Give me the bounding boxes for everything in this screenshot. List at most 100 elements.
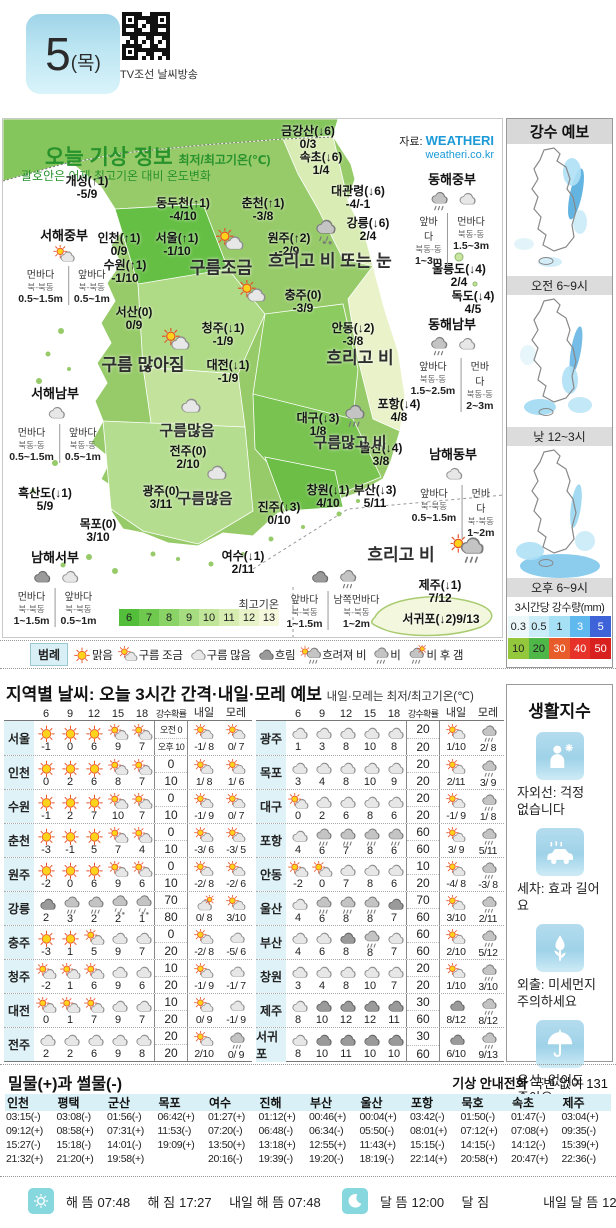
phone-label: 기상 안내전화	[452, 1076, 528, 1091]
sun-moon-value: 07:48	[288, 1194, 321, 1210]
rain-probability-value: 20	[407, 874, 439, 891]
marine-columns: 먼바다 북-북동 0.5~1.5m 앞바다 북-북동 0.5~1m	[13, 266, 115, 305]
forecast-hour-temp: 2	[66, 809, 74, 822]
tide-time: 00:04(+)	[359, 1111, 397, 1123]
legend-item: 흐려져 비	[300, 645, 367, 665]
phone-number: 국번 없이 131	[527, 1076, 608, 1091]
forecast-hour-temp: 8	[342, 912, 350, 925]
day-after-temps: 8/12	[478, 1014, 498, 1027]
forecast-hour-cell: 1	[58, 994, 82, 1027]
day-after-temps: 1/ 8	[479, 810, 497, 823]
forecast-hour-temp: 8	[342, 775, 350, 788]
sun-cloud-icon	[446, 758, 466, 777]
forecast-hour-temp: 7	[90, 1013, 98, 1026]
day-after-temps: -1/ 9	[226, 1013, 246, 1026]
forecast-hour-temp: 7	[138, 945, 146, 958]
forecast-hour-temp: 8	[138, 1047, 146, 1060]
day-after-temps: -1/ 7	[226, 979, 246, 992]
life-index-item: 우산: 없이도 좋아요	[507, 1020, 612, 1106]
tide-city-header: 여수	[209, 1096, 232, 1110]
forecast-hour-temp: 4	[138, 843, 146, 856]
tomorrow-cell: 1/ 8	[188, 756, 220, 789]
forecast-hour-cell: -2	[286, 858, 310, 891]
forecast-hour-cell: 2	[34, 892, 58, 925]
uv-icon	[535, 732, 584, 780]
tide-city-header: 진해	[259, 1096, 282, 1110]
tide-city-header: 속초	[512, 1096, 535, 1110]
rain-icon	[227, 1030, 245, 1050]
tide-time-row: 09:12(+) 08:58(+) 07:31(+) 11:53(-) 07:20(-)…	[5, 1125, 611, 1139]
forecast-hour-cell: 0	[286, 790, 310, 823]
tide-time: 14:01(-)	[107, 1139, 142, 1151]
tide-time: 11:53(-)	[157, 1125, 192, 1137]
wave-height: 1~2m	[342, 618, 371, 630]
sun-icon	[61, 929, 80, 948]
rain-probability-value: 30	[416, 1029, 430, 1044]
legend-item-label: 구름 조금	[138, 649, 183, 662]
dark-cloud-icon	[256, 646, 274, 664]
forecast-hour-cell: 9	[106, 721, 130, 755]
day-after-cell: 3/ 9	[472, 756, 504, 789]
forecast-hour-temp: 6	[318, 844, 326, 857]
forecast-hour-temp: 10	[363, 1048, 377, 1060]
wave-height: 0.5~1.5m	[9, 451, 54, 463]
tide-time: 21:32(+)	[6, 1153, 44, 1165]
forecast-hour-cell: 6	[382, 824, 406, 857]
forecast-hour-temp: 12	[339, 1013, 353, 1026]
forecast-hour-temp: 9	[390, 775, 398, 788]
forecast-hour-cell: 4	[286, 926, 310, 959]
map-city-label: 안동(↓2) -3/8	[331, 321, 375, 348]
wave-height: 0.5~1m	[73, 293, 110, 305]
day-after-temps: -5/ 6	[226, 945, 246, 958]
rain-probability-value: 20	[155, 1010, 187, 1027]
rain-probability-value: 20	[407, 737, 439, 756]
precip-scale-cell: 10	[508, 638, 529, 659]
rain-snow-icon	[133, 893, 152, 915]
rain-probability-cell: 20 20	[406, 721, 440, 755]
dark-cloud-icon	[37, 895, 56, 914]
hour-header: 12	[87, 708, 101, 720]
sun-icon	[85, 827, 104, 846]
wave-height: 1~1.5m	[13, 615, 50, 627]
forecast-hour-temp: 4	[294, 945, 302, 958]
forecast-hour-cell: 9	[106, 926, 130, 959]
max-temp-scale: 최고기온 6 7 8 9 10 11 12 13	[119, 599, 279, 626]
map-city-label: 속초(↓6) 1/4	[299, 150, 343, 177]
tide-time: 03:04(+)	[561, 1111, 599, 1123]
forecast-city-label: 원주	[4, 858, 34, 891]
tide-time: 19:09(+)	[157, 1139, 195, 1151]
map-city-label: 개성(↑1) -5/9	[65, 174, 109, 201]
sun-icon	[85, 724, 104, 743]
tomorrow-cell: -2/ 8	[188, 926, 220, 959]
rain-probability-cell: 60 60	[406, 926, 440, 959]
rain-probability-value: 20	[407, 976, 439, 993]
life-index-item: 자외선: 걱정 없습니다	[507, 732, 612, 818]
forecast-hour-cell: 7	[106, 824, 130, 857]
forecast-hour-cell: 7	[334, 824, 358, 857]
rain-probability-value: 10	[416, 859, 430, 873]
forecast-hour-cell: 7	[82, 994, 106, 1027]
day-after-temps: 0/ 9	[227, 1048, 245, 1061]
day-after-temps: -2/ 6	[226, 877, 246, 890]
forecast-hour-cell: 10	[358, 1028, 382, 1062]
rain-icon	[428, 334, 448, 357]
marine-forecast-block: 서해중부 먼바다 북-북동 0.5~1.5m 앞바다 북-북동 0.5~1m	[13, 225, 115, 305]
sun-cloud-icon	[83, 996, 105, 1016]
forecast-hour-temp: 2	[66, 1047, 74, 1060]
forecast-row: 대구 0 2 6 8 6 20 20 -1/ 9 1/ 8	[256, 789, 504, 823]
cloud-icon	[177, 394, 201, 418]
rain-probability-cell: 10 20	[406, 858, 440, 891]
precip-scale-cell: 5	[590, 616, 611, 637]
forecast-hour-temp: 8	[294, 1013, 302, 1026]
dark-cloud-icon	[337, 997, 356, 1016]
tide-time: 21:20(+)	[56, 1153, 94, 1165]
cloud-icon	[289, 895, 308, 914]
forecast-row: 서울 -1 0 6 9 7 오전 0 오후 10 -1/ 8 0/ 7	[4, 721, 252, 755]
forecast-hour-temp: 2	[42, 1047, 50, 1060]
marine-columns: 앞바다 북동-동 1~3m 먼바다 북동-동 1.5~3m	[410, 213, 494, 267]
forecast-hour-temp: 5	[90, 843, 98, 856]
wind-direction: 북동-동	[466, 389, 493, 399]
forecast-row: 제주 8 10 12 12 11 30 60 8/12 8/12	[256, 993, 504, 1027]
day-after-temps: 0/ 7	[227, 809, 245, 822]
forecast-city-label: 부산	[256, 926, 286, 959]
